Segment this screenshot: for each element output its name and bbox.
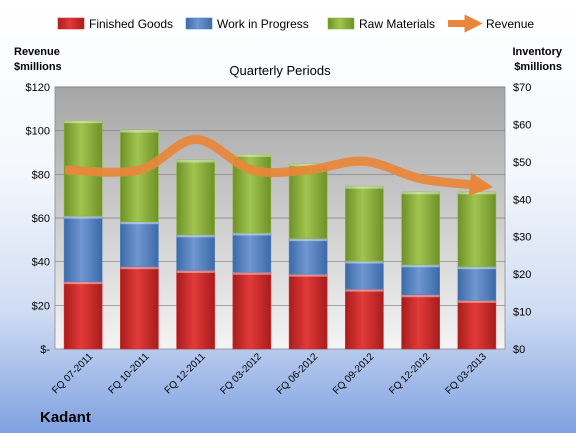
left-tick-label: $60 <box>32 213 50 225</box>
bar-cap-work-in-progress <box>64 216 103 219</box>
x-tick-label: FQ 12-2011 <box>163 351 208 396</box>
bar-cap-raw-materials <box>232 154 271 157</box>
legend-swatch-work-in-progress <box>185 17 213 30</box>
x-tick-label: FQ 03-2013 <box>443 351 489 397</box>
right-axis-title-line1: Inventory <box>512 46 562 58</box>
left-tick-label: $- <box>40 344 50 356</box>
left-tick-label: $20 <box>32 300 50 312</box>
right-axis: $0 $10 $20 $30 $40 $50 $60 $70 <box>513 82 531 356</box>
legend-swatch-finished-goods <box>57 17 85 30</box>
bar-cap-finished-goods <box>345 289 384 292</box>
right-axis-title-line2: $millions <box>514 61 562 73</box>
bar-cap-finished-goods <box>401 294 440 298</box>
right-tick-label: $40 <box>513 194 531 206</box>
bar-cap-raw-materials <box>289 163 328 167</box>
bar-raw-materials <box>288 163 328 239</box>
legend-label-revenue: Revenue <box>486 17 534 31</box>
bar-cap-raw-materials <box>64 120 103 124</box>
bar-cap-raw-materials <box>176 159 215 163</box>
left-tick-label: $120 <box>26 82 50 94</box>
bar-raw-materials <box>457 191 497 267</box>
x-tick-label: FQ 03-2012 <box>218 351 264 397</box>
bar-cap-work-in-progress <box>232 232 271 236</box>
bar-finished-goods <box>345 288 384 350</box>
legend-swatch-raw-materials <box>327 17 355 30</box>
legend: Finished Goods Work in Progress Raw Materi… <box>57 14 534 33</box>
bar-finished-goods <box>457 300 497 350</box>
right-tick-label: $50 <box>513 157 531 169</box>
right-tick-label: $0 <box>513 344 525 356</box>
right-tick-label: $30 <box>513 232 531 244</box>
bar-raw-materials <box>401 191 440 266</box>
bar-cap-raw-materials <box>457 191 496 195</box>
bar-finished-goods <box>232 271 272 350</box>
bar-finished-goods <box>401 294 440 350</box>
bar-cap-work-in-progress <box>176 234 215 238</box>
bar-cap-finished-goods <box>176 270 215 273</box>
bar-work-in-progress <box>176 234 215 271</box>
bar-finished-goods <box>288 273 328 350</box>
bar-work-in-progress <box>232 232 272 273</box>
bar-work-in-progress <box>457 266 497 301</box>
bar-cap-work-in-progress <box>345 261 384 264</box>
revenue-line <box>65 134 494 197</box>
left-axis: $- $20 $40 $60 $80 $100 $120 <box>26 82 51 356</box>
bar-work-in-progress <box>345 260 384 290</box>
bar-cap-finished-goods <box>64 281 103 285</box>
revenue-line-series <box>65 134 494 197</box>
bar-cap-raw-materials <box>401 191 440 195</box>
x-tick-label: FQ 09-2012 <box>331 351 377 397</box>
left-axis-title-line1: Revenue <box>14 46 60 58</box>
left-axis-title-line2: $millions <box>14 61 62 73</box>
right-tick-label: $20 <box>513 269 531 281</box>
bar-cap-work-in-progress <box>120 221 159 225</box>
company-name: Kadant <box>40 409 91 426</box>
legend-label-raw-materials: Raw Materials <box>359 17 435 31</box>
left-tick-label: $100 <box>26 126 50 138</box>
legend-label-work-in-progress: Work in Progress <box>217 17 309 31</box>
bar-cap-work-in-progress <box>401 264 440 268</box>
right-tick-label: $60 <box>513 119 531 131</box>
left-tick-label: $40 <box>32 257 50 269</box>
left-tick-label: $80 <box>32 169 50 181</box>
bar-work-in-progress <box>401 264 440 296</box>
bar-cap-finished-goods <box>232 272 271 275</box>
chart-title: Quarterly Periods <box>229 63 331 78</box>
bar-cap-raw-materials <box>345 186 384 189</box>
right-tick-label: $70 <box>513 82 531 94</box>
x-tick-label: FQ 12-2012 <box>387 351 433 397</box>
x-axis: FQ 07-2011 FQ 10-2011 FQ 12-2011 FQ 03-2012… <box>50 351 489 397</box>
x-tick-label: FQ 10-2011 <box>107 351 152 396</box>
bar-work-in-progress <box>288 238 328 275</box>
bar-raw-materials <box>176 159 215 236</box>
right-tick-label: $10 <box>513 307 531 319</box>
bar-cap-work-in-progress <box>289 238 328 242</box>
bar-finished-goods <box>120 266 159 350</box>
bar-cap-work-in-progress <box>457 266 496 270</box>
legend-label-finished-goods: Finished Goods <box>89 17 173 31</box>
bar-cap-finished-goods <box>289 274 328 277</box>
bar-finished-goods <box>63 281 103 350</box>
bar-cap-finished-goods <box>457 300 496 303</box>
x-tick-label: FQ 07-2011 <box>50 351 95 396</box>
bar-raw-materials <box>345 185 384 262</box>
x-tick-label: FQ 06-2012 <box>275 351 321 397</box>
bar-work-in-progress <box>63 215 103 282</box>
bar-cap-raw-materials <box>120 130 159 133</box>
bar-work-in-progress <box>120 221 159 267</box>
bar-finished-goods <box>176 270 215 350</box>
bar-cap-finished-goods <box>120 266 159 270</box>
